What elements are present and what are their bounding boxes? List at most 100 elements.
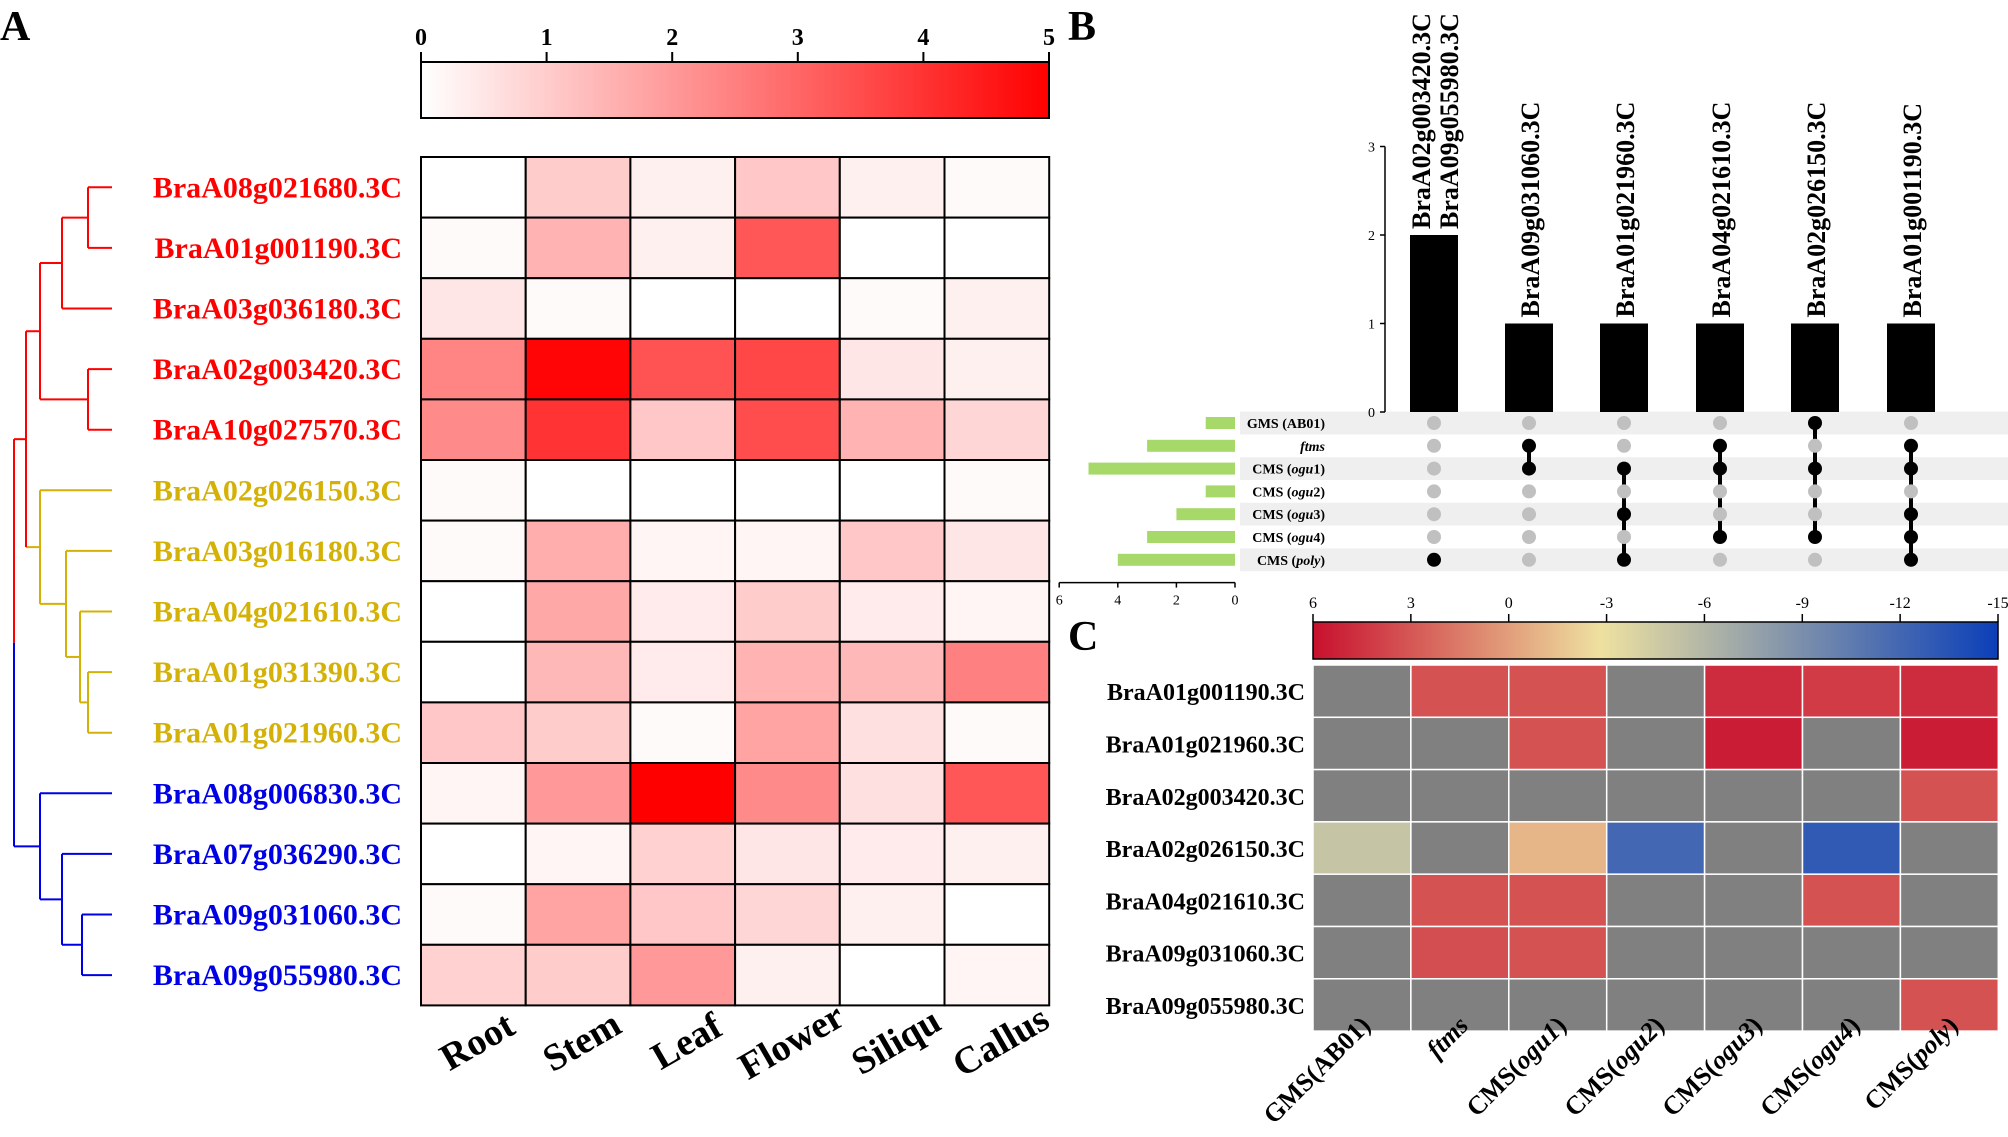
set-size-tick-label: 2: [1173, 594, 1180, 609]
fold-change-cell: [1312, 716, 1412, 771]
heatmap-cell: [943, 883, 1051, 946]
heatmap-cell: [524, 337, 632, 401]
fold-change-cell: [1703, 978, 1804, 1032]
set-size-bar: [1147, 531, 1235, 543]
heatmap-cell: [734, 701, 841, 765]
gene-label: BraA08g021680.3C: [153, 171, 402, 204]
matrix-dot-inactive: [1904, 484, 1918, 499]
matrix-dot-inactive: [1427, 461, 1441, 476]
colorbar-a-ticks: 0 1 2 3 4 5: [415, 25, 1055, 62]
heatmap-cell: [420, 337, 527, 401]
heatmap-cell: [943, 762, 1051, 825]
matrix-dot-inactive: [1808, 507, 1822, 522]
heatmap-cell: [524, 398, 632, 461]
heatmap-cell: [943, 701, 1051, 765]
matrix-dot-inactive: [1617, 530, 1631, 544]
matrix-dot-inactive: [1617, 484, 1631, 499]
heatmap-cell: [420, 822, 527, 886]
colorbar-c: [1312, 621, 1999, 660]
intersection-label: BraA01g001190.3C: [1898, 103, 1927, 318]
set-size-bar: [1088, 462, 1235, 475]
intersection-label: BraA01g021960.3C: [1611, 102, 1640, 318]
set-size-axis: 6 4 2 0: [1056, 581, 1239, 609]
fold-change-cell: [1508, 821, 1608, 875]
intersection-bar: [1791, 323, 1839, 412]
matrix-dot-active: [1808, 416, 1822, 430]
gene-label: BraA08g006830.3C: [153, 777, 402, 810]
gene-label: BraA01g031390.3C: [153, 656, 402, 689]
heatmap-cell: [943, 277, 1051, 340]
fold-change-cell: [1899, 768, 2000, 823]
heatmap-cell: [629, 943, 737, 1007]
fold-change-cell: [1801, 768, 1902, 823]
gene-dendrogram: [13, 186, 112, 977]
fold-change-cell: [1801, 978, 1902, 1032]
fold-change-cell: [1605, 925, 1706, 980]
heatmap-cell: [838, 822, 946, 886]
colorbar-c-tick-label: -9: [1796, 595, 1809, 612]
matrix-dot-inactive: [1617, 416, 1631, 430]
heatmap-cell: [838, 519, 946, 583]
fold-change-gene-labels: BraA01g001190.3C BraA01g021960.3C BraA02g0…: [1106, 680, 1305, 1020]
fold-change-cell: [1703, 873, 1804, 928]
heatmap-cell: [734, 156, 841, 219]
heatmap-cell: [524, 277, 632, 340]
matrix-dot-active: [1808, 530, 1822, 544]
fold-change-cell: [1605, 978, 1706, 1032]
tissue-label: Root: [433, 1004, 522, 1080]
matrix-dot-inactive: [1427, 416, 1441, 430]
matrix-dot-inactive: [1808, 438, 1822, 453]
set-label: CMS (ogu4): [1252, 531, 1325, 546]
heatmap-cell: [524, 519, 632, 583]
matrix-dot-active: [1808, 461, 1822, 476]
set-labels: GMS (AB01) ftms CMS (ogu1) CMS (ogu2) CMS (o…: [1247, 417, 1326, 569]
heatmap-cell: [629, 762, 737, 825]
fold-change-cell: [1508, 873, 1608, 928]
heatmap-cell: [734, 943, 841, 1007]
intersection-labels: BraA02g003420.3C BraA09g055980.3C BraA09g0…: [1407, 13, 1927, 317]
fold-change-cell: [1899, 716, 2000, 771]
heatmap-cell: [629, 883, 737, 946]
heatmap-cell: [420, 580, 527, 643]
heatmap-cell: [420, 762, 527, 825]
fold-change-cell: [1312, 978, 1412, 1032]
intersection-label: BraA02g003420.3C: [1407, 13, 1436, 229]
intersection-y-tick-label: 1: [1368, 318, 1375, 333]
colorbar-a-tick-label: 2: [666, 25, 678, 51]
heatmap-cell: [838, 337, 946, 401]
fold-change-gene-label: BraA02g026150.3C: [1106, 837, 1305, 863]
fold-change-cell: [1899, 873, 2000, 928]
heatmap-cell: [629, 580, 737, 643]
heatmap-cell: [629, 216, 737, 280]
heatmap-cell: [734, 216, 841, 280]
heatmap-cell: [943, 216, 1051, 280]
fold-change-cell: [1508, 716, 1608, 771]
intersection-label: BraA09g055980.3C: [1435, 13, 1464, 229]
gene-label: BraA07g036290.3C: [153, 838, 402, 871]
fold-change-gene-label: BraA02g003420.3C: [1106, 785, 1305, 811]
colorbar-c-tick-label: 0: [1505, 595, 1513, 612]
matrix-dot-inactive: [1522, 552, 1536, 567]
heatmap-cell: [420, 701, 527, 765]
fold-change-cell: [1801, 664, 1902, 719]
heatmap-cell: [420, 398, 527, 461]
heatmap-cell: [524, 459, 632, 522]
heatmap-cell: [943, 398, 1051, 461]
matrix-dot-inactive: [1713, 507, 1727, 522]
matrix-dot-inactive: [1522, 416, 1536, 430]
fold-change-cell: [1410, 716, 1510, 771]
fold-change-heatmap-panel: 6 3 0 -3 -6 -9 -12 -15 BraA01g001190.3CBraA01g0…: [1106, 595, 2008, 1129]
matrix-dot-inactive: [1522, 530, 1536, 544]
fold-change-gene-label: BraA01g021960.3C: [1106, 732, 1305, 758]
set-size-tick-label: 4: [1114, 594, 1121, 609]
intersection-bar: [1887, 323, 1935, 412]
fold-change-cell: [1410, 925, 1510, 980]
set-size-bar: [1176, 508, 1235, 521]
heatmap-cell: [629, 337, 737, 401]
heatmap-cell: [943, 459, 1051, 522]
heatmap-cell: [838, 640, 946, 704]
gene-label: BraA02g026150.3C: [153, 474, 402, 507]
heatmap-cell: [524, 701, 632, 765]
heatmap-cell: [629, 156, 737, 219]
matrix-dot-active: [1427, 552, 1441, 567]
